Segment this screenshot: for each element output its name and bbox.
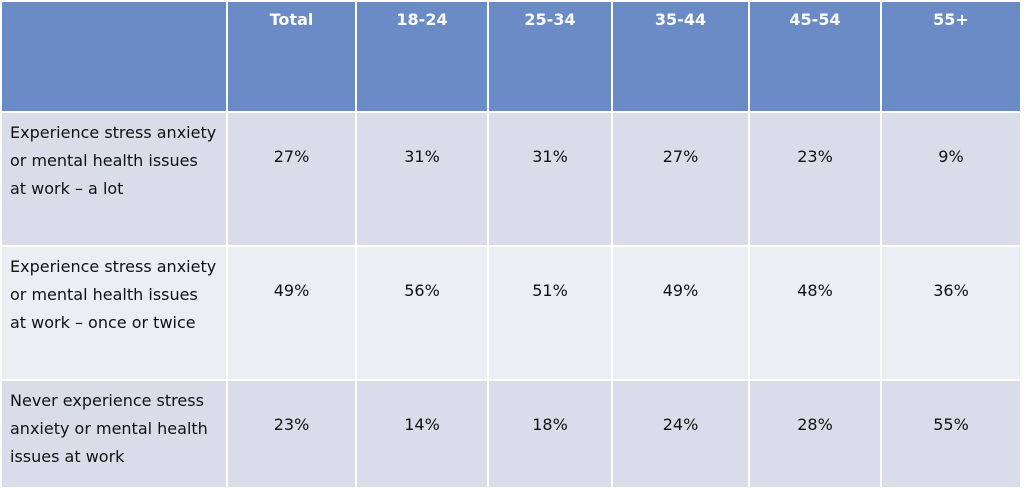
cell-value: 14% (355, 379, 489, 489)
cell-value: 48% (748, 245, 882, 381)
row-label: Experience stress anxiety or mental heal… (0, 245, 228, 381)
cell-value: 55% (880, 379, 1022, 489)
cell-value: 23% (748, 111, 882, 247)
table-row: Experience stress anxiety or mental heal… (0, 111, 1022, 247)
column-header: 25-34 (487, 0, 613, 113)
cell-value: 27% (611, 111, 750, 247)
cell-value: 23% (226, 379, 357, 489)
cell-value: 49% (611, 245, 750, 381)
cell-value: 31% (355, 111, 489, 247)
row-label: Never experience stress anxiety or menta… (0, 379, 228, 489)
header-row: Total 18-24 25-34 35-44 45-54 55+ (0, 0, 1022, 113)
row-label: Experience stress anxiety or mental heal… (0, 111, 228, 247)
column-header (0, 0, 228, 113)
column-header: Total (226, 0, 357, 113)
cell-value: 18% (487, 379, 613, 489)
table-row: Experience stress anxiety or mental heal… (0, 245, 1022, 381)
column-header: 18-24 (355, 0, 489, 113)
cell-value: 36% (880, 245, 1022, 381)
table-row: Never experience stress anxiety or menta… (0, 379, 1022, 489)
cell-value: 56% (355, 245, 489, 381)
column-header: 55+ (880, 0, 1022, 113)
cell-value: 9% (880, 111, 1022, 247)
cell-value: 24% (611, 379, 750, 489)
cell-value: 51% (487, 245, 613, 381)
table-body: Experience stress anxiety or mental heal… (0, 111, 1022, 489)
column-header: 35-44 (611, 0, 750, 113)
column-header: 45-54 (748, 0, 882, 113)
cell-value: 28% (748, 379, 882, 489)
cell-value: 27% (226, 111, 357, 247)
cell-value: 31% (487, 111, 613, 247)
cell-value: 49% (226, 245, 357, 381)
